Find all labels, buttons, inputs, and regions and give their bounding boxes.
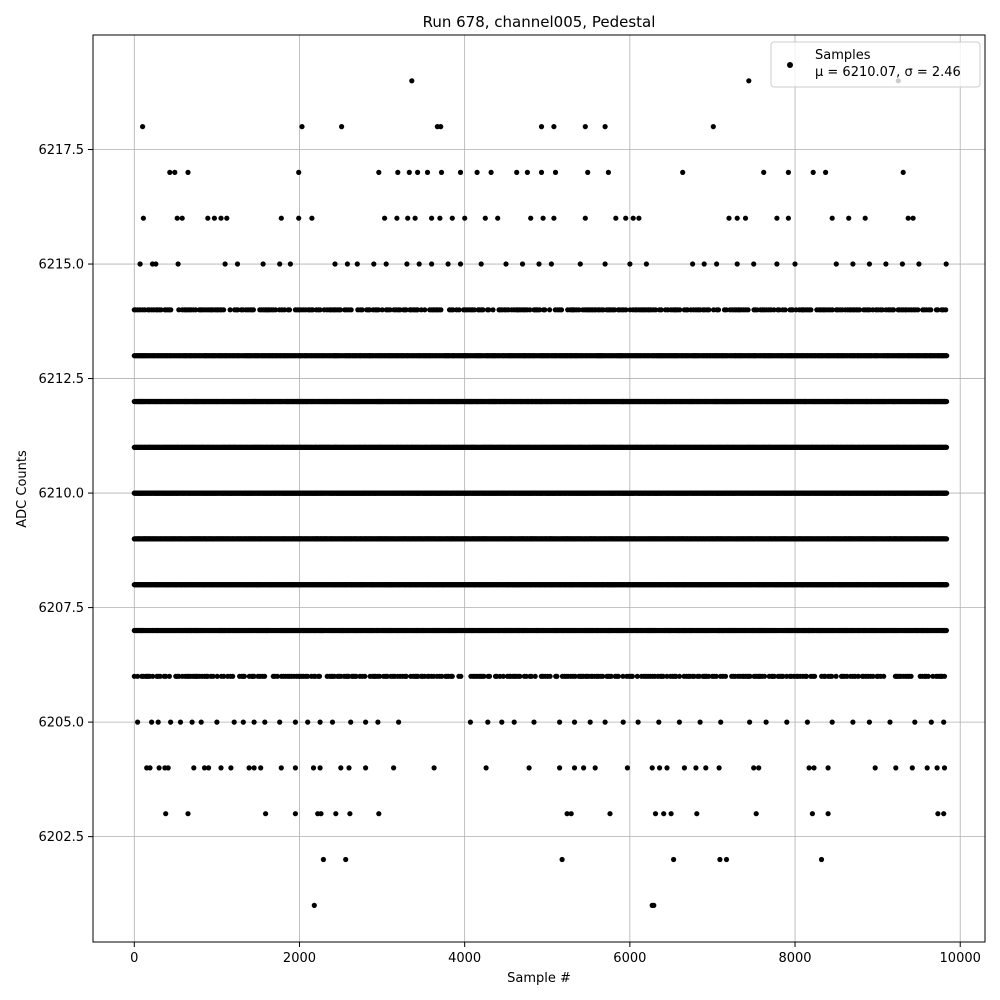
data-point [353, 673, 359, 679]
data-point [925, 673, 931, 679]
data-point [908, 673, 914, 679]
data-point [547, 673, 553, 679]
data-point [634, 673, 640, 679]
data-point [664, 673, 670, 679]
data-point [362, 673, 368, 679]
data-point [572, 673, 578, 679]
data-point [615, 673, 622, 679]
data-point [676, 673, 683, 679]
data-point [660, 673, 666, 679]
data-point [163, 673, 169, 679]
data-point [870, 673, 876, 679]
data-point [600, 673, 606, 679]
data-point [944, 582, 950, 588]
data-point [251, 673, 257, 679]
data-point [214, 673, 220, 679]
data-point [458, 673, 464, 679]
data-point [722, 673, 729, 679]
data-point [221, 673, 227, 679]
data-point [150, 673, 156, 679]
data-point [943, 627, 950, 634]
data-point [135, 673, 141, 679]
data-point [528, 673, 534, 679]
data-point [844, 673, 850, 679]
data-point [747, 673, 753, 679]
data-point [620, 673, 626, 679]
data-point [941, 673, 948, 679]
grid [93, 35, 985, 942]
data-point [761, 673, 768, 679]
data-point [274, 673, 280, 679]
data-point [241, 673, 247, 679]
data-point [517, 673, 523, 679]
data-point [673, 673, 679, 679]
data-point [262, 673, 268, 679]
data-point [316, 673, 323, 679]
data-point [403, 673, 409, 679]
data-point [439, 673, 445, 679]
data-point [803, 673, 810, 679]
data-point [532, 673, 538, 679]
data-point [706, 673, 712, 679]
data-point [166, 673, 172, 679]
data-point [713, 673, 719, 679]
data-point [481, 673, 487, 679]
data-point [377, 673, 383, 679]
data-point [944, 536, 950, 542]
data-point [554, 673, 560, 679]
data-point [305, 673, 311, 679]
data-point [523, 673, 529, 679]
data-point [829, 673, 835, 679]
data-point [384, 673, 390, 679]
data-point [881, 673, 887, 679]
data-point [230, 673, 236, 679]
data-point [833, 673, 839, 679]
data-point [486, 673, 493, 679]
data-point [696, 673, 702, 679]
data-point [210, 673, 216, 679]
data-point [812, 673, 818, 679]
data-point [855, 673, 861, 679]
data-point [157, 673, 163, 679]
data-point [608, 673, 614, 679]
data-point [771, 673, 777, 679]
data-points [131, 78, 950, 909]
data-point [780, 673, 786, 679]
data-point [500, 673, 506, 679]
data-point [449, 673, 455, 679]
data-point [629, 673, 636, 679]
